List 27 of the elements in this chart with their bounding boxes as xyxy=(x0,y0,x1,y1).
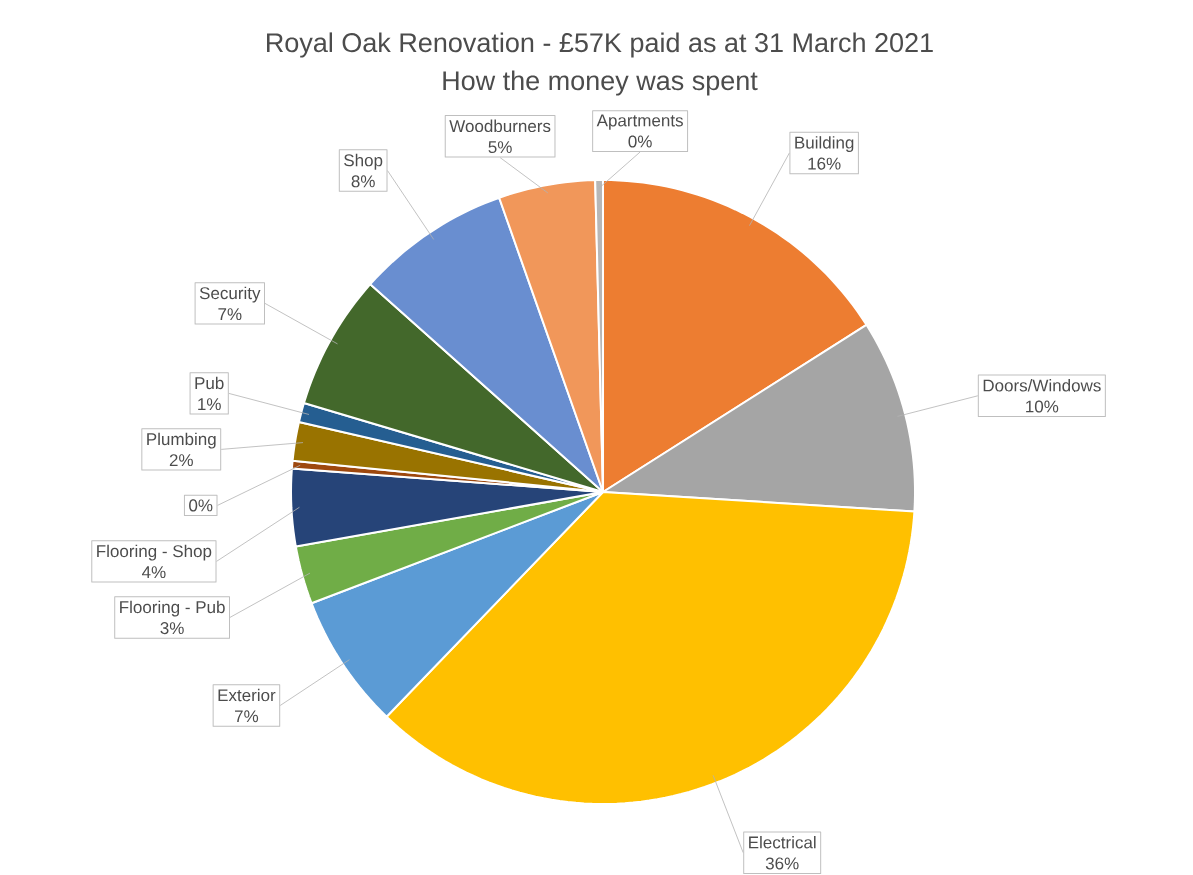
data-label: 10% xyxy=(1026,400,1059,413)
data-label: 2% xyxy=(169,454,193,467)
slice-label: Flooring - Shop xyxy=(97,544,212,561)
data-label: 0% xyxy=(628,135,652,148)
slice-label: Plumbing xyxy=(147,432,216,449)
data-label: 16% xyxy=(808,157,841,170)
chart-title: Royal Oak Renovation - £57K paid as at 31 March 2021 xyxy=(267,32,933,58)
slice-label: Apartments xyxy=(596,114,683,130)
data-label: 4% xyxy=(142,566,166,579)
data-label: 1% xyxy=(198,398,221,411)
data-label: 5% xyxy=(488,141,512,154)
slice-label: Security xyxy=(199,286,261,303)
slice-label: Shop xyxy=(344,153,383,170)
data-label: 0% xyxy=(189,499,213,512)
slice-label: Doors/Windows xyxy=(983,379,1101,392)
chart-subtitle: How the money was spent xyxy=(443,70,758,96)
slice-label: Pub xyxy=(195,376,224,390)
data-label: 3% xyxy=(160,622,184,635)
data-label: 8% xyxy=(351,175,375,188)
data-label: 7% xyxy=(235,710,259,723)
slice-label: Exterior xyxy=(218,688,276,702)
slice-label: Woodburners xyxy=(449,119,551,133)
slice-label: Electrical xyxy=(749,835,816,849)
data-label: 7% xyxy=(218,308,242,321)
slice-label: Building xyxy=(795,136,854,152)
slice-label: Flooring - Pub xyxy=(120,600,225,617)
data-label: 36% xyxy=(765,857,799,870)
